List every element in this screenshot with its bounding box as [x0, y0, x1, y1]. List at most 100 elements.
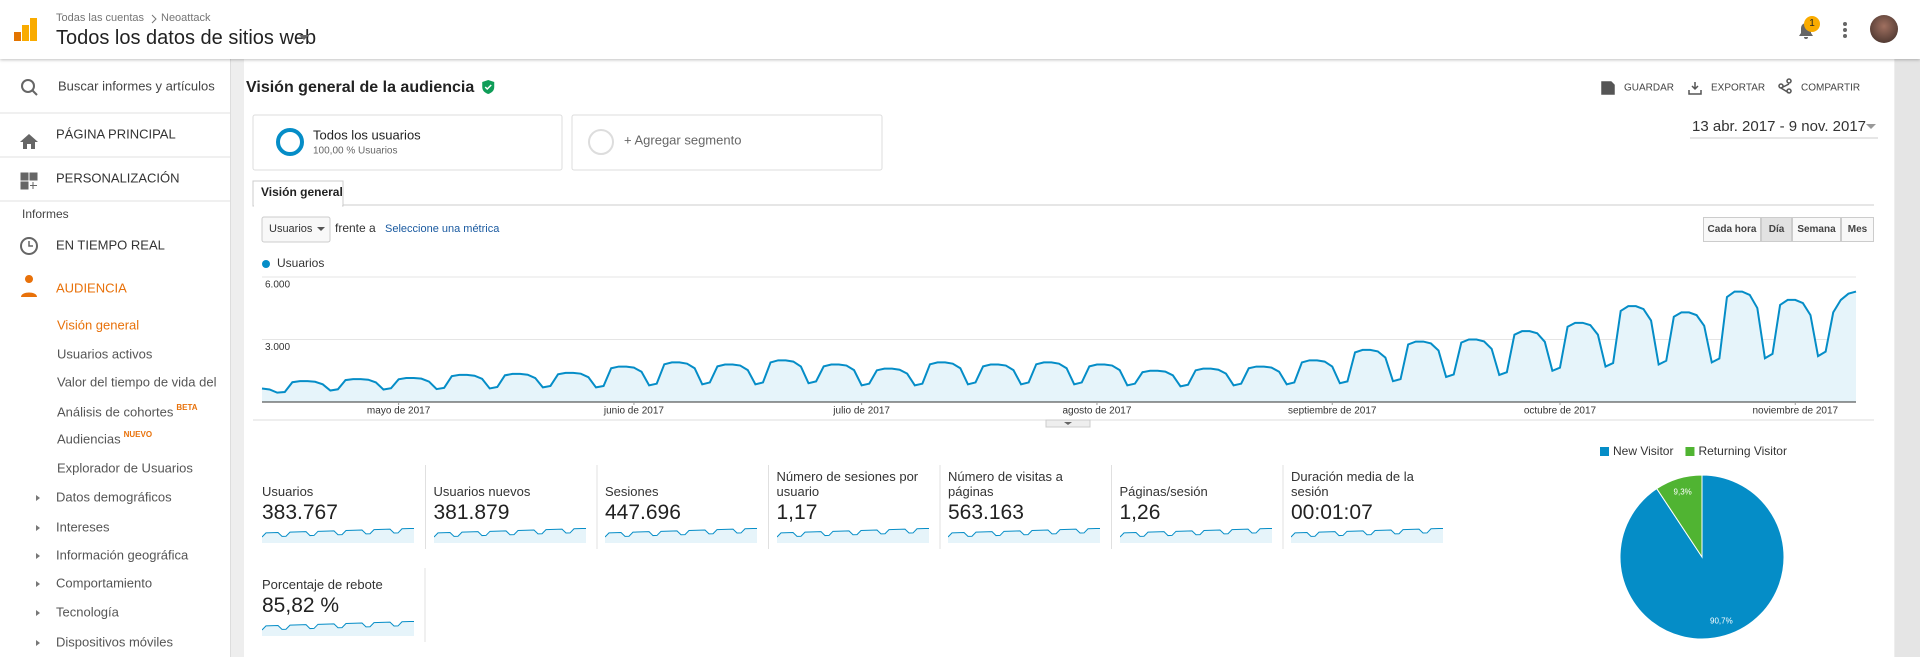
- breadcrumb[interactable]: Neoattack: [161, 12, 211, 24]
- breadcrumb[interactable]: Todas las cuentas: [56, 12, 145, 24]
- granularity-button[interactable]: Día: [1761, 217, 1792, 242]
- sparkline: [776, 527, 929, 543]
- segment-detail: 100,00 % Usuarios: [313, 146, 398, 157]
- nav-subitem[interactable]: Usuarios activos: [57, 346, 153, 361]
- action-button[interactable]: GUARDAR: [1624, 83, 1674, 94]
- nav-subitem[interactable]: Audiencias: [57, 431, 121, 446]
- nav-group[interactable]: Datos demográficos: [56, 489, 172, 504]
- metric-card: Sesiones 447.696: [604, 465, 765, 548]
- y-tick-label: 6.000: [265, 280, 290, 291]
- sparkline-line: [433, 527, 586, 538]
- nav-item[interactable]: PERSONALIZACIÓN: [56, 170, 180, 185]
- nav-subitem[interactable]: Análisis de cohortes: [57, 404, 174, 419]
- x-tick-label: agosto de 2017: [1062, 406, 1131, 417]
- expand-arrow: [36, 581, 40, 587]
- nav-item[interactable]: PÁGINA PRINCIPAL: [56, 126, 176, 141]
- granularity-button[interactable]: Cada hora: [1703, 217, 1761, 242]
- x-tick-label: octubre de 2017: [1524, 406, 1597, 417]
- expand-arrow: [36, 495, 40, 501]
- metric-select[interactable]: [261, 216, 331, 243]
- badge: BETA: [176, 403, 197, 412]
- segment-name: Todos los usuarios: [313, 127, 421, 142]
- legend-dot: [262, 260, 270, 268]
- action-button[interactable]: EXPORTAR: [1711, 83, 1765, 94]
- sparkline: [261, 620, 415, 636]
- scrollbar: [1895, 59, 1920, 657]
- collapse-arrow: [1064, 422, 1072, 425]
- segment-card: [252, 114, 563, 171]
- nav-item[interactable]: EN TIEMPO REAL: [56, 237, 165, 252]
- line: [261, 290, 1857, 394]
- notification-badge: 1: [1804, 16, 1820, 32]
- sparkline: [1119, 527, 1272, 543]
- metric-card: Usuarios 383.767: [261, 465, 422, 548]
- metric-label: Duración media de la sesión: [1291, 469, 1414, 499]
- action-icon: [1778, 78, 1792, 94]
- metric-select-label: Usuarios: [269, 223, 313, 235]
- person-icon: [21, 275, 37, 297]
- metric-value: 563.163: [948, 501, 1024, 524]
- date-range[interactable]: 13 abr. 2017 - 9 nov. 2017: [1692, 118, 1866, 135]
- expand-arrow: [36, 610, 40, 616]
- search-icon: [21, 79, 35, 93]
- sparkline-line: [261, 620, 415, 631]
- top-bar: Todas las cuentas Neoattack Todos los da…: [0, 0, 1920, 59]
- sparkline-line: [776, 527, 929, 538]
- y-tick-label: 3.000: [265, 342, 290, 353]
- action-icon: [1601, 81, 1615, 95]
- tab-label: Visión general: [261, 185, 343, 199]
- expand-arrow: [36, 553, 40, 559]
- versus-label: frente a: [335, 221, 376, 235]
- nav-subitem[interactable]: Visión general: [57, 317, 139, 332]
- badge: NUEVO: [124, 430, 152, 439]
- nav-group[interactable]: Intereses: [56, 519, 110, 534]
- metric-value: 85,82 %: [262, 594, 340, 617]
- sparkline: [1290, 527, 1444, 543]
- avatar[interactable]: [1870, 15, 1898, 43]
- sparkline: [433, 527, 586, 543]
- legend-swatch: [1685, 447, 1695, 456]
- granularity-button[interactable]: Semana: [1792, 217, 1841, 242]
- action-icon: [1688, 82, 1702, 95]
- segment-ring: [276, 128, 304, 156]
- select-metric-link[interactable]: Seleccione una métrica: [385, 223, 500, 235]
- sparkline: [261, 527, 415, 543]
- metric-card: Duración media de la sesión 00:01:07: [1290, 465, 1451, 548]
- nav-group[interactable]: Comportamiento: [56, 575, 152, 590]
- tab: [252, 180, 344, 207]
- add-segment[interactable]: + Agregar segmento: [624, 132, 741, 147]
- search-icon: [31, 89, 38, 96]
- menu-icon[interactable]: [1840, 20, 1850, 40]
- metric-value: 00:01:07: [1291, 501, 1373, 524]
- nav-subitem[interactable]: Valor del tiempo de vida del: [57, 374, 217, 389]
- metric-card: Páginas/sesión 1,26: [1119, 465, 1280, 548]
- action-button[interactable]: COMPARTIR: [1801, 83, 1860, 94]
- granularity-button[interactable]: Mes: [1841, 217, 1874, 242]
- sidebar: [0, 59, 231, 657]
- page-title: Visión general de la audiencia: [246, 79, 474, 96]
- expand-arrow: [36, 525, 40, 531]
- x-tick-label: junio de 2017: [603, 406, 664, 417]
- select-arrow: [317, 227, 325, 231]
- legend-label: New Visitor: [1613, 444, 1673, 458]
- date-arrow: [1866, 124, 1876, 129]
- x-tick-label: mayo de 2017: [367, 406, 431, 417]
- legend-label: Usuarios: [277, 256, 324, 270]
- nav-group[interactable]: Dispositivos móviles: [56, 634, 174, 649]
- home-icon: [20, 134, 38, 149]
- nav-item[interactable]: AUDIENCIA: [56, 280, 127, 295]
- legend-label: Returning Visitor: [1698, 444, 1787, 458]
- sparkline: [604, 527, 758, 543]
- metric-value: 447.696: [605, 501, 681, 524]
- property-title[interactable]: Todos los datos de sitios web: [56, 27, 317, 49]
- nav-group[interactable]: Información geográfica: [56, 547, 189, 562]
- metric-label: Páginas/sesión: [1119, 484, 1208, 499]
- section-label: Informes: [22, 207, 69, 221]
- pie-label: 90,7%: [1710, 616, 1733, 625]
- nav-subitem[interactable]: Explorador de Usuarios: [57, 460, 193, 475]
- nav-group[interactable]: Tecnología: [56, 604, 120, 619]
- metric-label: Número de visitas a páginas: [948, 469, 1063, 499]
- add-segment-ring: [588, 129, 614, 155]
- sparkline: [947, 527, 1101, 543]
